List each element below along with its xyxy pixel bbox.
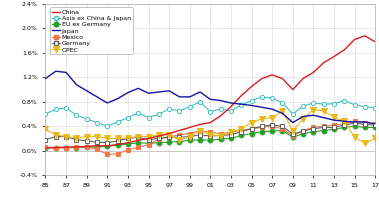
Legend: China, Asia ex China & Japan, EU ex Germany, Japan, Mexico, Germany, OPEC: China, Asia ex China & Japan, EU ex Germ… [50,7,133,55]
